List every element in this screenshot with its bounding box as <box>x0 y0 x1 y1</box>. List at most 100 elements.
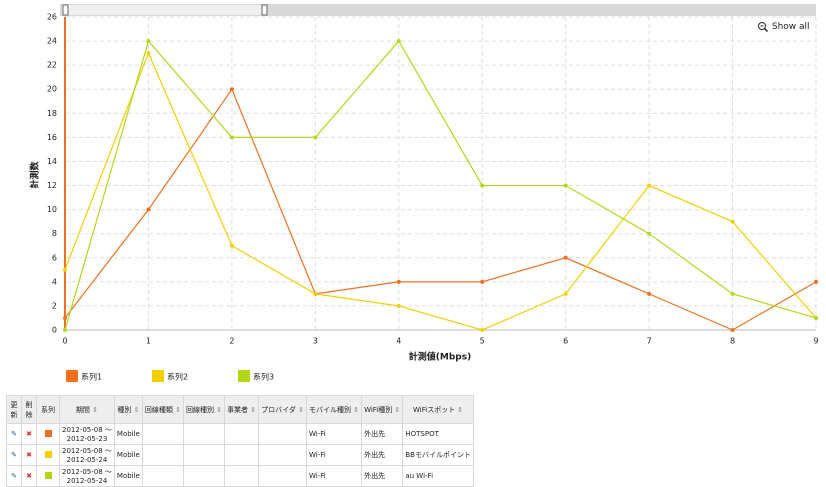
series-line <box>64 39 817 331</box>
data-point <box>396 303 401 308</box>
table-cell <box>258 465 307 487</box>
data-point <box>647 291 652 296</box>
y-tick-label: 2 <box>52 301 57 310</box>
y-tick-label: 10 <box>47 205 57 214</box>
y-tick-label: 22 <box>47 61 57 70</box>
series-cell <box>36 444 60 466</box>
table-cell: BBモバイルポイント <box>402 444 474 466</box>
scroll-handle[interactable] <box>62 4 69 16</box>
table-row: ✎ ✖ 2012-05-08 ～ 2012-05-24 Mobile Wi-Fi 外出先 BB… <box>6 444 474 466</box>
data-point <box>396 279 401 284</box>
legend-label: 系列1 <box>81 372 102 382</box>
table-row: ✎ ✖ 2012-05-08 ～ 2012-05-23 Mobile Wi-Fi 外出先 HO… <box>6 423 474 445</box>
data-point <box>814 279 818 284</box>
data-point <box>730 291 735 296</box>
column-header[interactable]: モバイル種別 <box>305 395 363 424</box>
period-line: 2012-05-08 ～ <box>62 468 112 476</box>
column-header[interactable]: 種別 <box>113 395 143 424</box>
delete-cell[interactable]: ✖ <box>21 444 37 466</box>
table-cell <box>224 423 260 445</box>
delete-cell[interactable]: ✖ <box>21 423 37 445</box>
data-point <box>63 328 67 332</box>
table-cell: 外出先 <box>361 423 404 445</box>
series-swatch <box>44 450 52 458</box>
table-cell <box>258 423 307 445</box>
period-line: 2012-05-08 ～ <box>62 447 112 455</box>
y-tick-label: 6 <box>52 253 57 262</box>
series-swatch <box>44 429 52 437</box>
data-point <box>480 183 485 188</box>
legend-swatch <box>238 370 250 382</box>
column-header[interactable]: 回線種類 <box>141 395 184 424</box>
table-cell: 2012-05-08 ～ 2012-05-24 <box>59 465 115 487</box>
cell-text: Mobile <box>116 472 140 480</box>
x-tick-label: 6 <box>563 337 568 346</box>
table-cell <box>182 444 226 466</box>
data-point <box>313 291 318 296</box>
y-tick-label: 18 <box>47 109 57 118</box>
data-point <box>229 135 234 140</box>
data-point <box>647 231 652 236</box>
series-cell <box>36 465 60 487</box>
legend-label: 系列3 <box>253 372 274 382</box>
legend-swatch <box>66 370 78 382</box>
y-tick-label: 12 <box>47 181 57 190</box>
column-header[interactable]: WiFi種別 <box>361 395 404 424</box>
table-cell: 外出先 <box>361 465 404 487</box>
delete-cell[interactable]: ✖ <box>21 465 37 487</box>
y-tick-label: 0 <box>52 326 57 335</box>
cell-text: BBモバイルポイント <box>405 451 471 459</box>
data-point <box>563 183 568 188</box>
legend-label: 系列2 <box>167 372 188 382</box>
table-cell: Wi-Fi <box>305 423 363 445</box>
y-tick-label: 24 <box>47 37 57 46</box>
scrollbar-range[interactable] <box>62 5 265 15</box>
x-tick-label: 0 <box>62 337 67 346</box>
edit-cell[interactable]: ✎ <box>6 423 22 445</box>
table-cell <box>182 465 226 487</box>
edit-cell[interactable]: ✎ <box>6 465 22 487</box>
cell-text: Mobile <box>116 430 140 438</box>
period-line: 2012-05-24 <box>66 477 108 485</box>
table-cell: 外出先 <box>361 444 404 466</box>
x-tick-label: 7 <box>647 337 652 346</box>
button-label[interactable]: Show all <box>771 22 810 32</box>
table-cell <box>141 444 184 466</box>
column-header[interactable]: 事業者 <box>224 395 260 424</box>
period-line: 2012-05-23 <box>66 435 108 443</box>
scroll-handle[interactable] <box>261 4 268 16</box>
x-tick-label: 9 <box>813 337 818 346</box>
y-tick-label: 16 <box>47 133 57 142</box>
table-cell <box>141 465 184 487</box>
data-point <box>313 135 318 140</box>
table-cell: Wi-Fi <box>305 465 363 487</box>
series-line <box>64 51 817 331</box>
column-header[interactable]: 期間 <box>59 395 115 424</box>
data-point <box>229 87 234 92</box>
y-tick-label: 26 <box>47 13 57 22</box>
column-header: 系列 <box>36 395 60 424</box>
table-cell <box>141 423 184 445</box>
edit-cell[interactable]: ✎ <box>6 444 22 466</box>
data-point <box>730 328 735 332</box>
x-axis-label: 計測値(Mbps) <box>409 351 471 363</box>
y-tick-label: 20 <box>47 85 57 94</box>
cell-text: Wi-Fi <box>308 430 326 438</box>
table-cell: 2012-05-08 ～ 2012-05-23 <box>59 423 115 445</box>
y-axis-label: 計測数 <box>29 161 41 189</box>
column-header[interactable]: 回線種別 <box>182 395 226 424</box>
table-cell: 2012-05-08 ～ 2012-05-24 <box>59 444 115 466</box>
show-all-button[interactable]: Show all <box>757 21 810 33</box>
table-cell: Wi-Fi <box>305 444 363 466</box>
table-cell: Mobile <box>113 444 143 466</box>
data-point <box>480 279 485 284</box>
column-header[interactable]: プロバイダ <box>258 395 307 424</box>
period-line: 2012-05-24 <box>66 456 108 464</box>
data-point <box>563 255 568 260</box>
column-header: 更新 <box>6 395 22 424</box>
data-point <box>146 39 151 44</box>
cell-text: Wi-Fi <box>308 472 326 480</box>
x-tick-label: 4 <box>396 337 401 346</box>
column-header[interactable]: WiFiスポット <box>402 395 474 424</box>
